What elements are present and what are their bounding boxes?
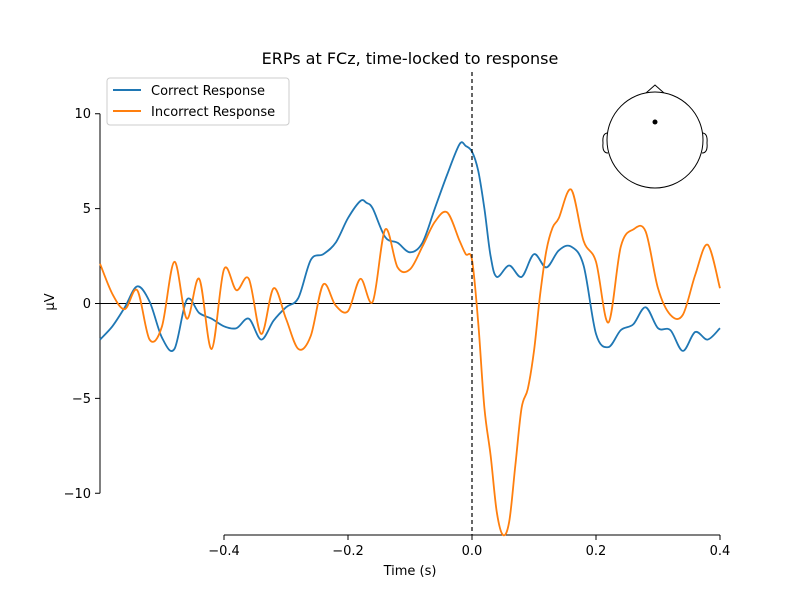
- legend-label-correct: Correct Response: [151, 84, 265, 99]
- head-nose: [645, 84, 665, 94]
- y-axis-label: µV: [43, 293, 58, 310]
- x-ticks: −0.4 −0.2 0.0 0.2 0.4: [208, 535, 730, 559]
- x-tick-label: 0.2: [586, 544, 607, 559]
- x-axis-label: Time (s): [383, 564, 437, 579]
- series-line-incorrect: [99, 188, 721, 537]
- x-tick-label: 0.0: [462, 544, 483, 559]
- x-tick-label: −0.2: [332, 544, 364, 559]
- y-tick-label: −5: [72, 392, 91, 407]
- chart-title: ERPs at FCz, time-locked to response: [262, 49, 559, 68]
- sensor-fcz-dot: [652, 119, 658, 125]
- legend-frame: [106, 77, 290, 126]
- legend: Correct Response Incorrect Response: [106, 77, 290, 126]
- y-ticks: 10 5 0 −5 −10: [64, 107, 100, 502]
- y-tick-label: 0: [83, 297, 91, 312]
- x-tick-label: −0.4: [208, 544, 240, 559]
- y-tick-label: 5: [83, 202, 91, 217]
- head-right-ear: [701, 132, 708, 154]
- x-tick-label: 0.4: [710, 544, 731, 559]
- head-outline: [606, 91, 704, 189]
- y-tick-label: −10: [64, 487, 91, 502]
- series-line-correct: [99, 141, 721, 352]
- head-left-ear: [602, 132, 609, 154]
- y-tick-label: 10: [74, 107, 91, 122]
- head-sensor-map: [602, 84, 708, 189]
- series-layer: [99, 141, 721, 537]
- legend-label-incorrect: Incorrect Response: [151, 105, 275, 120]
